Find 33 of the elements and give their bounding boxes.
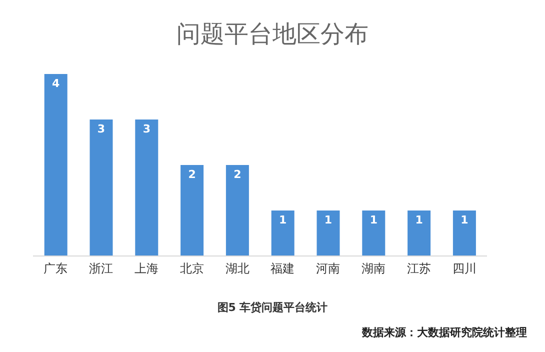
caption: 图5 车贷问题平台统计	[216, 300, 329, 315]
data-label: 1	[279, 213, 287, 226]
source-note: 数据来源：大数据研究院统计整理	[360, 325, 528, 340]
chart-title: 问题平台地区分布	[176, 19, 370, 50]
x-tick-label: 河南	[316, 262, 340, 276]
data-label: 1	[370, 213, 378, 226]
data-label: 1	[324, 213, 332, 226]
x-tick-label: 湖南	[362, 262, 386, 276]
data-label: 1	[415, 213, 423, 226]
bar	[271, 210, 294, 256]
data-label: 2	[234, 168, 242, 181]
data-label: 2	[188, 168, 196, 181]
data-label: 3	[142, 122, 150, 136]
x-tick-label: 上海	[134, 262, 158, 276]
x-tick-label: 浙江	[89, 262, 114, 276]
bar	[408, 210, 431, 256]
bar	[226, 165, 249, 256]
x-tick-label: 江苏	[406, 262, 431, 276]
data-label: 1	[460, 213, 468, 226]
x-tick-label: 北京	[180, 262, 204, 276]
x-tick-label: 湖北	[225, 262, 250, 276]
bar	[316, 210, 340, 256]
bar	[452, 210, 476, 256]
bar	[44, 74, 68, 256]
data-label: 4	[52, 76, 60, 90]
bar	[135, 120, 158, 256]
bar	[180, 165, 204, 256]
bar	[90, 120, 113, 256]
x-tick-label: 四川	[452, 262, 476, 276]
x-tick-label: 广东	[44, 262, 68, 276]
x-tick-label: 福建	[270, 262, 295, 276]
data-label: 3	[97, 122, 106, 136]
bar	[362, 210, 386, 256]
